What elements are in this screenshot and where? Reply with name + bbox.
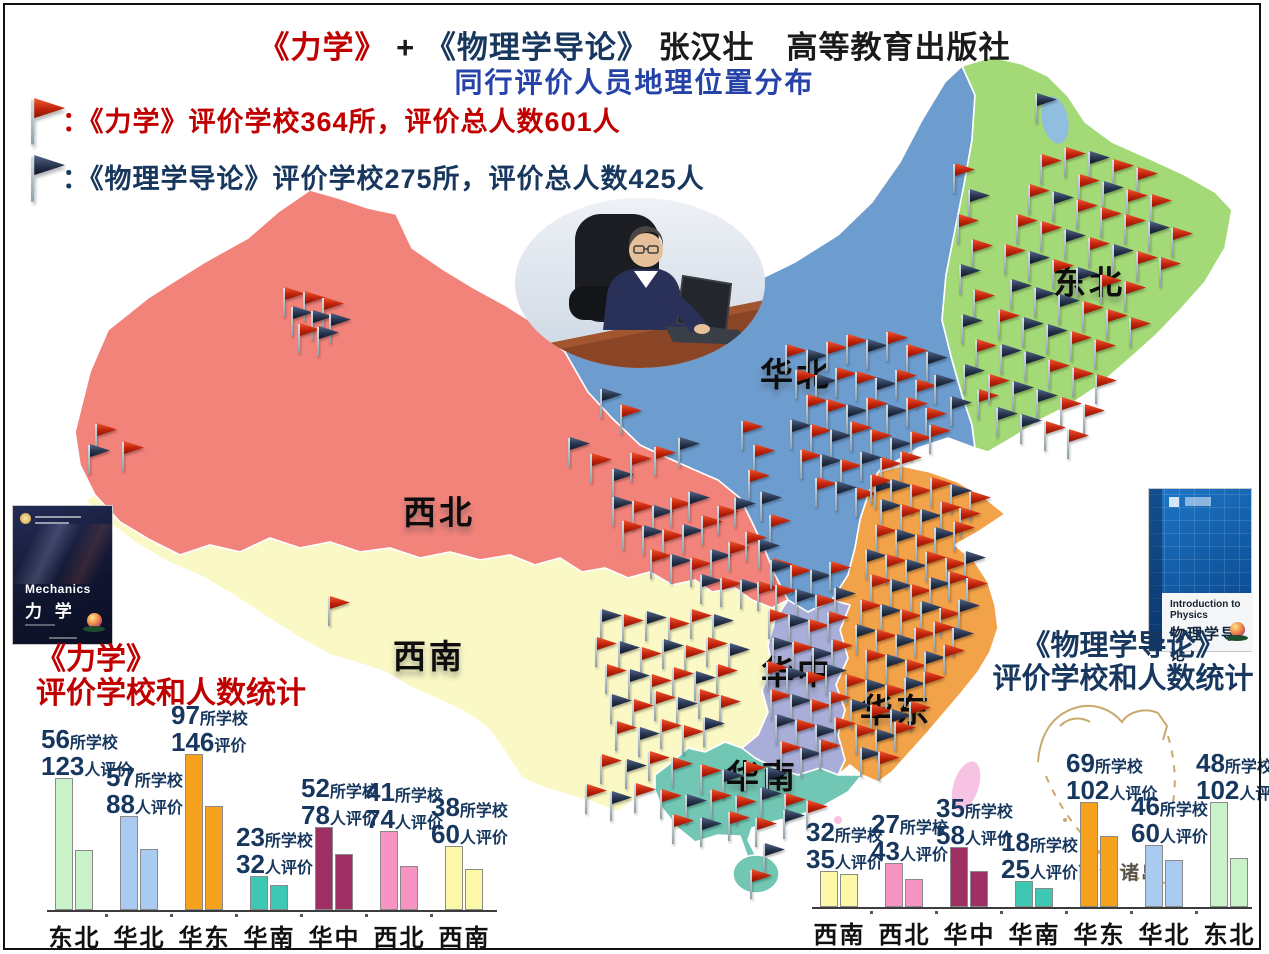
- coastal-islet: [834, 816, 842, 824]
- book-title-cn: 物理学导论: [1170, 626, 1239, 664]
- title-segment: 张汉壮 高等教育出版社: [648, 30, 1011, 65]
- subtitle: 同行评价人员地理位置分布: [454, 67, 815, 98]
- award-badge-icon: [20, 513, 31, 524]
- region-label-xibei: 西北: [403, 494, 475, 531]
- taiwan-island: [950, 760, 982, 812]
- book-title-en: Introduction to Physics: [1170, 599, 1241, 621]
- legend-physics-text: ：《物理学导论》评价学校275所，评价总人数425人: [62, 164, 705, 194]
- south-china-sea-label: 南海诸岛: [1078, 863, 1163, 884]
- right-chart-title-line1: 《物理学导论》: [1021, 630, 1225, 662]
- region-dongbei: [941, 56, 1233, 453]
- title-segment: 《物理学导论》: [424, 30, 649, 65]
- hainan-island: [732, 854, 780, 894]
- left-chart-title: 《力学》 评价学校和人数统计: [36, 643, 306, 711]
- book-spine: [1149, 489, 1162, 651]
- decorative-sphere: [1230, 622, 1245, 637]
- book-title-en: Mechanics: [25, 582, 91, 596]
- physics-book-cover: Introduction to Physics 物理学导论: [1148, 488, 1253, 664]
- author-figure: [603, 269, 686, 330]
- region-label-huanan: 华南: [726, 758, 798, 795]
- book-title-cn: 力 学: [25, 602, 76, 621]
- region-label-huabei: 华北: [760, 356, 832, 393]
- region-label-huazhong: 华中: [761, 654, 833, 691]
- publisher-logo-icon: [1169, 497, 1179, 507]
- region-label-xinan: 西南: [393, 638, 465, 675]
- south-china-sea-inset: [1037, 704, 1176, 885]
- author-photo: [515, 198, 765, 368]
- left-chart-title-line2: 评价学校和人数统计: [36, 677, 306, 710]
- left-chart-title-line1: 《力学》: [36, 643, 156, 676]
- main-title: 《力学》 + 《物理学导论》 张汉壮 高等教育出版社: [0, 22, 1269, 67]
- region-label-dongbei: 东北: [1053, 264, 1125, 301]
- cover-art: [13, 524, 112, 584]
- region-label-huadong: 华东: [860, 692, 932, 729]
- right-chart-title-line2: 评价学校和人数统计: [992, 663, 1254, 695]
- legend-mechanics-text: ：《力学》评价学校364所，评价总人数601人: [62, 107, 621, 137]
- northeast-lake: [1041, 96, 1069, 144]
- title-segment: +: [386, 30, 425, 65]
- legend-mechanics: ：《力学》评价学校364所，评价总人数601人: [62, 100, 621, 139]
- decorative-sphere: [87, 613, 102, 628]
- title-segment: 《力学》: [258, 30, 387, 65]
- mechanics-book-cover: Mechanics 力 学: [12, 505, 113, 645]
- right-chart-title: 《物理学导论》 评价学校和人数统计: [990, 630, 1256, 696]
- legend-physics: ：《物理学导论》评价学校275所，评价总人数425人: [62, 157, 705, 196]
